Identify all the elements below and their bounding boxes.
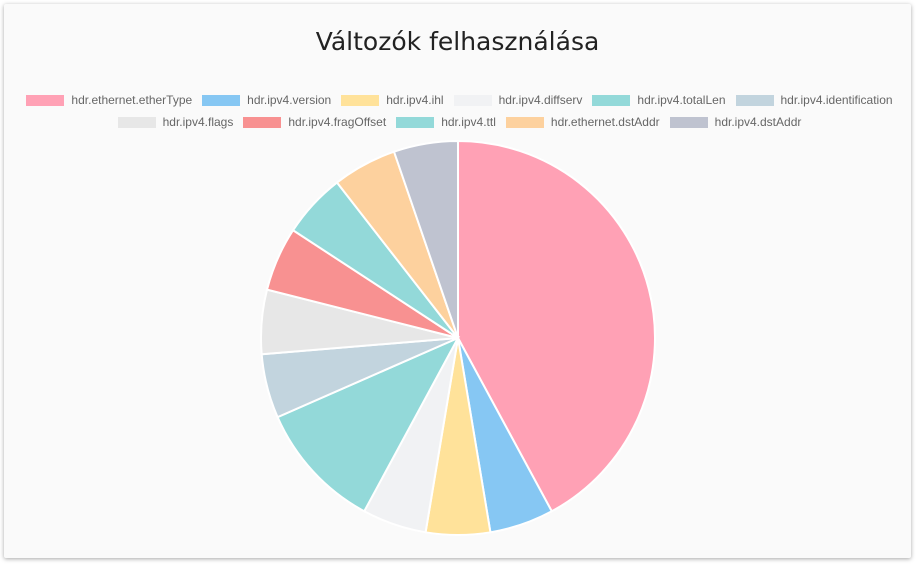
legend-swatch [117,116,156,128]
legend-swatch [669,116,708,128]
pie-slice-hdr-ipv4-dstaddr[interactable] [392,139,459,339]
legend-swatch [592,94,631,106]
legend-label: hdr.ipv4.ihl [386,93,444,107]
legend-item[interactable]: hdr.ipv4.version [202,93,331,107]
legend-row-2: hdr.ipv4.flags hdr.ipv4.fragOffset hdr.i… [8,115,911,129]
legend-row-1: hdr.ethernet.etherType hdr.ipv4.version … [8,93,911,107]
legend-label: hdr.ipv4.fragOffset [288,115,387,129]
legend-item[interactable]: hdr.ethernet.dstAddr [505,115,660,129]
legend-item[interactable]: hdr.ipv4.dstAddr [669,115,802,129]
legend-label: hdr.ipv4.totalLen [637,93,726,107]
legend-label: hdr.ipv4.dstAddr [714,115,802,129]
legend-item[interactable]: hdr.ipv4.flags [117,115,234,129]
pie-slice-hdr-ipv4-totallen[interactable] [276,335,461,513]
legend-item[interactable]: hdr.ipv4.ihl [341,93,444,107]
legend-item[interactable]: hdr.ethernet.etherType [26,93,192,107]
legend-label: hdr.ethernet.etherType [71,93,193,107]
legend-label: hdr.ipv4.version [247,93,332,107]
legend-label: hdr.ipv4.flags [162,115,234,129]
legend-swatch [396,116,435,128]
pie-slice-hdr-ethernet-ethertype[interactable] [457,139,656,513]
legend-swatch [26,94,65,106]
legend-item[interactable]: hdr.ipv4.ttl [396,115,496,129]
legend-label: hdr.ipv4.diffserv [498,93,583,107]
legend-swatch [202,94,241,106]
legend-swatch [505,116,544,128]
legend-label: hdr.ipv4.identification [780,93,893,107]
legend-item[interactable]: hdr.ipv4.fragOffset [243,115,386,129]
legend-item[interactable]: hdr.ipv4.diffserv [453,93,583,107]
legend-swatch [735,94,774,106]
legend-item[interactable]: hdr.ipv4.totalLen [592,93,726,107]
legend-label: hdr.ipv4.ttl [441,115,496,129]
legend-swatch [341,94,380,106]
legend-swatch [243,116,282,128]
legend-item[interactable]: hdr.ipv4.identification [735,93,893,107]
chart-title: Változók felhasználása [315,27,600,56]
legend-swatch [453,94,492,106]
legend-label: hdr.ethernet.dstAddr [550,115,660,129]
